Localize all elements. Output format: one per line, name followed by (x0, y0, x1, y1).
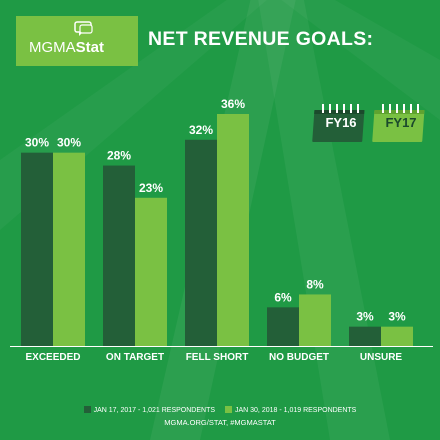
legend: JAN 17, 2017 - 1,021 RESPONDENTS JAN 30,… (0, 406, 440, 414)
legend-label-2017: JAN 17, 2017 - 1,021 RESPONDENTS (93, 407, 216, 414)
bar-fell-short-series-1 (185, 139, 217, 346)
data-label: 23% (139, 181, 163, 195)
mgma-stat-logo: MGMAStat (16, 16, 138, 66)
bar-unsure-series-2 (381, 326, 413, 346)
calendar-fy17: FY17 (372, 102, 430, 146)
logo-text-light: MGMA (29, 39, 76, 56)
legend-item-2018: JAN 30, 2018 - 1,019 RESPONDENTS (224, 406, 357, 414)
category-label: UNSURE (360, 352, 403, 363)
calendar-label-fy17: FY17 (385, 115, 417, 130)
data-label: 28% (107, 149, 131, 163)
bar-on-target-series-2 (135, 197, 167, 346)
data-label: 32% (189, 123, 213, 137)
bar-exceeded-series-1 (21, 152, 53, 346)
category-label: NO BUDGET (269, 352, 329, 363)
footer-text: MGMA.ORG/STAT, #MGMASTAT (164, 418, 276, 427)
category-label: FELL SHORT (186, 352, 249, 363)
bar-fell-short-series-2 (217, 114, 249, 346)
legend-swatch-2017 (83, 406, 91, 413)
logo-text-bold: Stat (75, 39, 105, 56)
legend-item-2017: JAN 17, 2017 - 1,021 RESPONDENTS (83, 406, 216, 414)
page-title: NET REVENUE GOALS: (148, 28, 374, 50)
data-label: 3% (356, 310, 374, 324)
legend-swatch-2018 (224, 406, 232, 413)
bar-no-budget-series-1 (267, 307, 299, 346)
calendar-icon (372, 104, 425, 142)
data-label: 3% (388, 310, 406, 324)
legend-label-2018: JAN 30, 2018 - 1,019 RESPONDENTS (234, 407, 357, 414)
category-label: EXCEEDED (25, 352, 80, 363)
logo-text: MGMAStat (29, 40, 104, 56)
bar-on-target-series-1 (103, 165, 135, 346)
data-label: 30% (25, 136, 49, 150)
bar-unsure-series-1 (349, 326, 381, 346)
category-label: ON TARGET (106, 352, 164, 363)
bar-exceeded-series-2 (53, 152, 85, 346)
data-label: 30% (57, 136, 81, 150)
data-label: 8% (306, 277, 324, 291)
bar-no-budget-series-2 (299, 294, 331, 346)
calendar-label-fy16: FY16 (325, 115, 357, 130)
data-label: 6% (274, 290, 292, 304)
calendar-icon (312, 104, 365, 142)
calendar-fy16: FY16 (312, 102, 370, 146)
speech-bubble-icon (74, 21, 93, 36)
data-label: 36% (221, 97, 245, 111)
